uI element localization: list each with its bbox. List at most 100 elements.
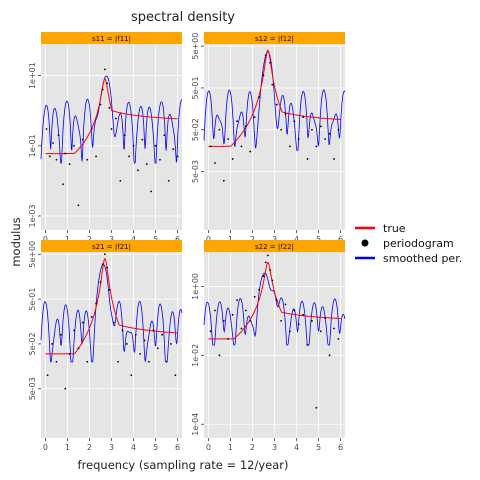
periodogram-point bbox=[333, 327, 335, 330]
periodogram-point bbox=[128, 155, 131, 158]
periodogram-point bbox=[167, 179, 170, 182]
y-tick-label: 5e-03 bbox=[28, 377, 37, 400]
periodogram-point bbox=[176, 155, 179, 158]
periodogram-point bbox=[297, 323, 300, 326]
x-tick-label: 2 bbox=[250, 443, 255, 452]
periodogram-point bbox=[126, 343, 128, 345]
periodogram-point bbox=[95, 302, 97, 305]
x-tick-label: 4 bbox=[131, 443, 136, 452]
periodogram-point bbox=[130, 374, 133, 377]
y-axis-title: modulus bbox=[9, 217, 23, 266]
periodogram-point bbox=[231, 313, 234, 316]
x-tick-label: 2 bbox=[87, 443, 92, 452]
x-tick-label: 5 bbox=[153, 443, 158, 452]
x-tick-label: 1 bbox=[65, 443, 70, 452]
periodogram-point bbox=[134, 333, 137, 336]
periodogram-point bbox=[337, 128, 340, 131]
facet-panel-3: s21 = |f21| 0 1 2 3 4 5 6 5e+00 5e-01 5e-02 5e-03 bbox=[28, 240, 183, 452]
periodogram-point bbox=[236, 120, 238, 123]
periodogram-point bbox=[174, 374, 177, 377]
periodogram-point bbox=[222, 319, 225, 322]
facet-strip-label: s12 = |f12| bbox=[255, 35, 294, 43]
periodogram-points bbox=[46, 253, 177, 390]
y-tick-label: 5e-03 bbox=[191, 160, 200, 183]
grid-lines bbox=[204, 252, 345, 438]
legend-item: true bbox=[355, 222, 406, 235]
periodogram-point bbox=[132, 144, 135, 147]
periodogram-point bbox=[64, 152, 67, 155]
periodogram-point bbox=[244, 125, 247, 128]
periodogram-point bbox=[209, 145, 212, 148]
periodogram-point bbox=[264, 261, 267, 264]
periodogram-point bbox=[258, 288, 260, 291]
periodogram-point bbox=[280, 319, 283, 322]
periodogram-point bbox=[258, 96, 260, 99]
periodogram-point bbox=[253, 295, 256, 298]
periodogram-point bbox=[218, 128, 221, 131]
periodogram-point bbox=[293, 120, 296, 123]
periodogram-point bbox=[319, 330, 322, 333]
periodogram-point bbox=[284, 112, 287, 115]
periodogram-point bbox=[59, 333, 62, 336]
x-tick-label: 0 bbox=[43, 443, 48, 452]
chart-title: spectral density bbox=[131, 10, 235, 25]
periodogram-point bbox=[244, 309, 247, 312]
periodogram-point bbox=[324, 138, 327, 140]
x-tick-label: 3 bbox=[109, 235, 114, 244]
periodogram-point bbox=[119, 179, 122, 182]
periodogram-point bbox=[240, 327, 243, 330]
facet-strip bbox=[204, 32, 345, 44]
periodogram-point bbox=[284, 303, 287, 306]
periodogram-point bbox=[311, 128, 313, 131]
periodogram-point bbox=[99, 103, 102, 106]
periodogram-point bbox=[262, 74, 265, 77]
periodogram-point bbox=[95, 155, 97, 158]
periodogram-point bbox=[214, 162, 216, 164]
periodogram-point bbox=[145, 163, 148, 166]
periodogram-point bbox=[73, 329, 75, 332]
periodogram-point bbox=[306, 344, 309, 346]
periodogram-point bbox=[236, 299, 238, 302]
periodogram-point bbox=[222, 179, 225, 182]
x-tick-label: 5 bbox=[153, 235, 158, 244]
periodogram-point bbox=[152, 329, 155, 332]
periodogram-point bbox=[227, 337, 230, 340]
periodogram-point bbox=[319, 125, 322, 128]
true-density-line bbox=[208, 261, 341, 340]
periodogram-point bbox=[302, 313, 305, 316]
periodogram-point bbox=[280, 128, 283, 131]
facet-strip-label: s11 = |f11| bbox=[92, 35, 131, 43]
x-tick-label: 6 bbox=[338, 235, 343, 244]
periodogram-point bbox=[103, 253, 106, 256]
facet-panel-4: s22 = |f22| 0 1 2 3 4 5 6 1e+00 1e-02 1e-04 bbox=[191, 240, 346, 452]
periodogram-point bbox=[315, 406, 318, 409]
legend-label: smoothed per. bbox=[383, 252, 462, 265]
periodogram-point bbox=[143, 339, 146, 342]
periodogram-point bbox=[333, 158, 335, 160]
periodogram-point bbox=[106, 266, 108, 269]
facet-strip bbox=[204, 240, 345, 252]
periodogram-point bbox=[123, 134, 126, 137]
periodogram-point bbox=[57, 134, 60, 137]
periodogram-point bbox=[264, 54, 267, 57]
y-tick-label: 5e+00 bbox=[191, 33, 200, 60]
x-tick-label: 5 bbox=[316, 235, 321, 244]
periodogram-point bbox=[139, 352, 142, 355]
periodogram-point bbox=[110, 128, 113, 130]
periodogram-point bbox=[227, 138, 230, 140]
x-tick-label: 6 bbox=[338, 443, 343, 452]
periodogram-point bbox=[163, 134, 166, 137]
periodogram-point bbox=[150, 190, 153, 193]
periodogram-point bbox=[117, 360, 120, 363]
legend-key-point bbox=[361, 239, 369, 247]
facet-panels: s11 = |f11| 0 1 2 3 4 5 6 1e+01 1e-01 1e-03 s12 = |… bbox=[28, 32, 346, 452]
periodogram-point bbox=[297, 138, 300, 140]
y-tick-label: 5e-02 bbox=[28, 332, 37, 355]
periodogram-point bbox=[64, 387, 67, 390]
periodogram-point bbox=[249, 150, 252, 153]
periodogram-point bbox=[141, 138, 144, 141]
periodogram-point bbox=[77, 347, 80, 350]
legend: true periodogram smoothed per. bbox=[355, 222, 462, 265]
periodogram-point bbox=[289, 330, 291, 333]
periodogram-point bbox=[86, 158, 89, 161]
